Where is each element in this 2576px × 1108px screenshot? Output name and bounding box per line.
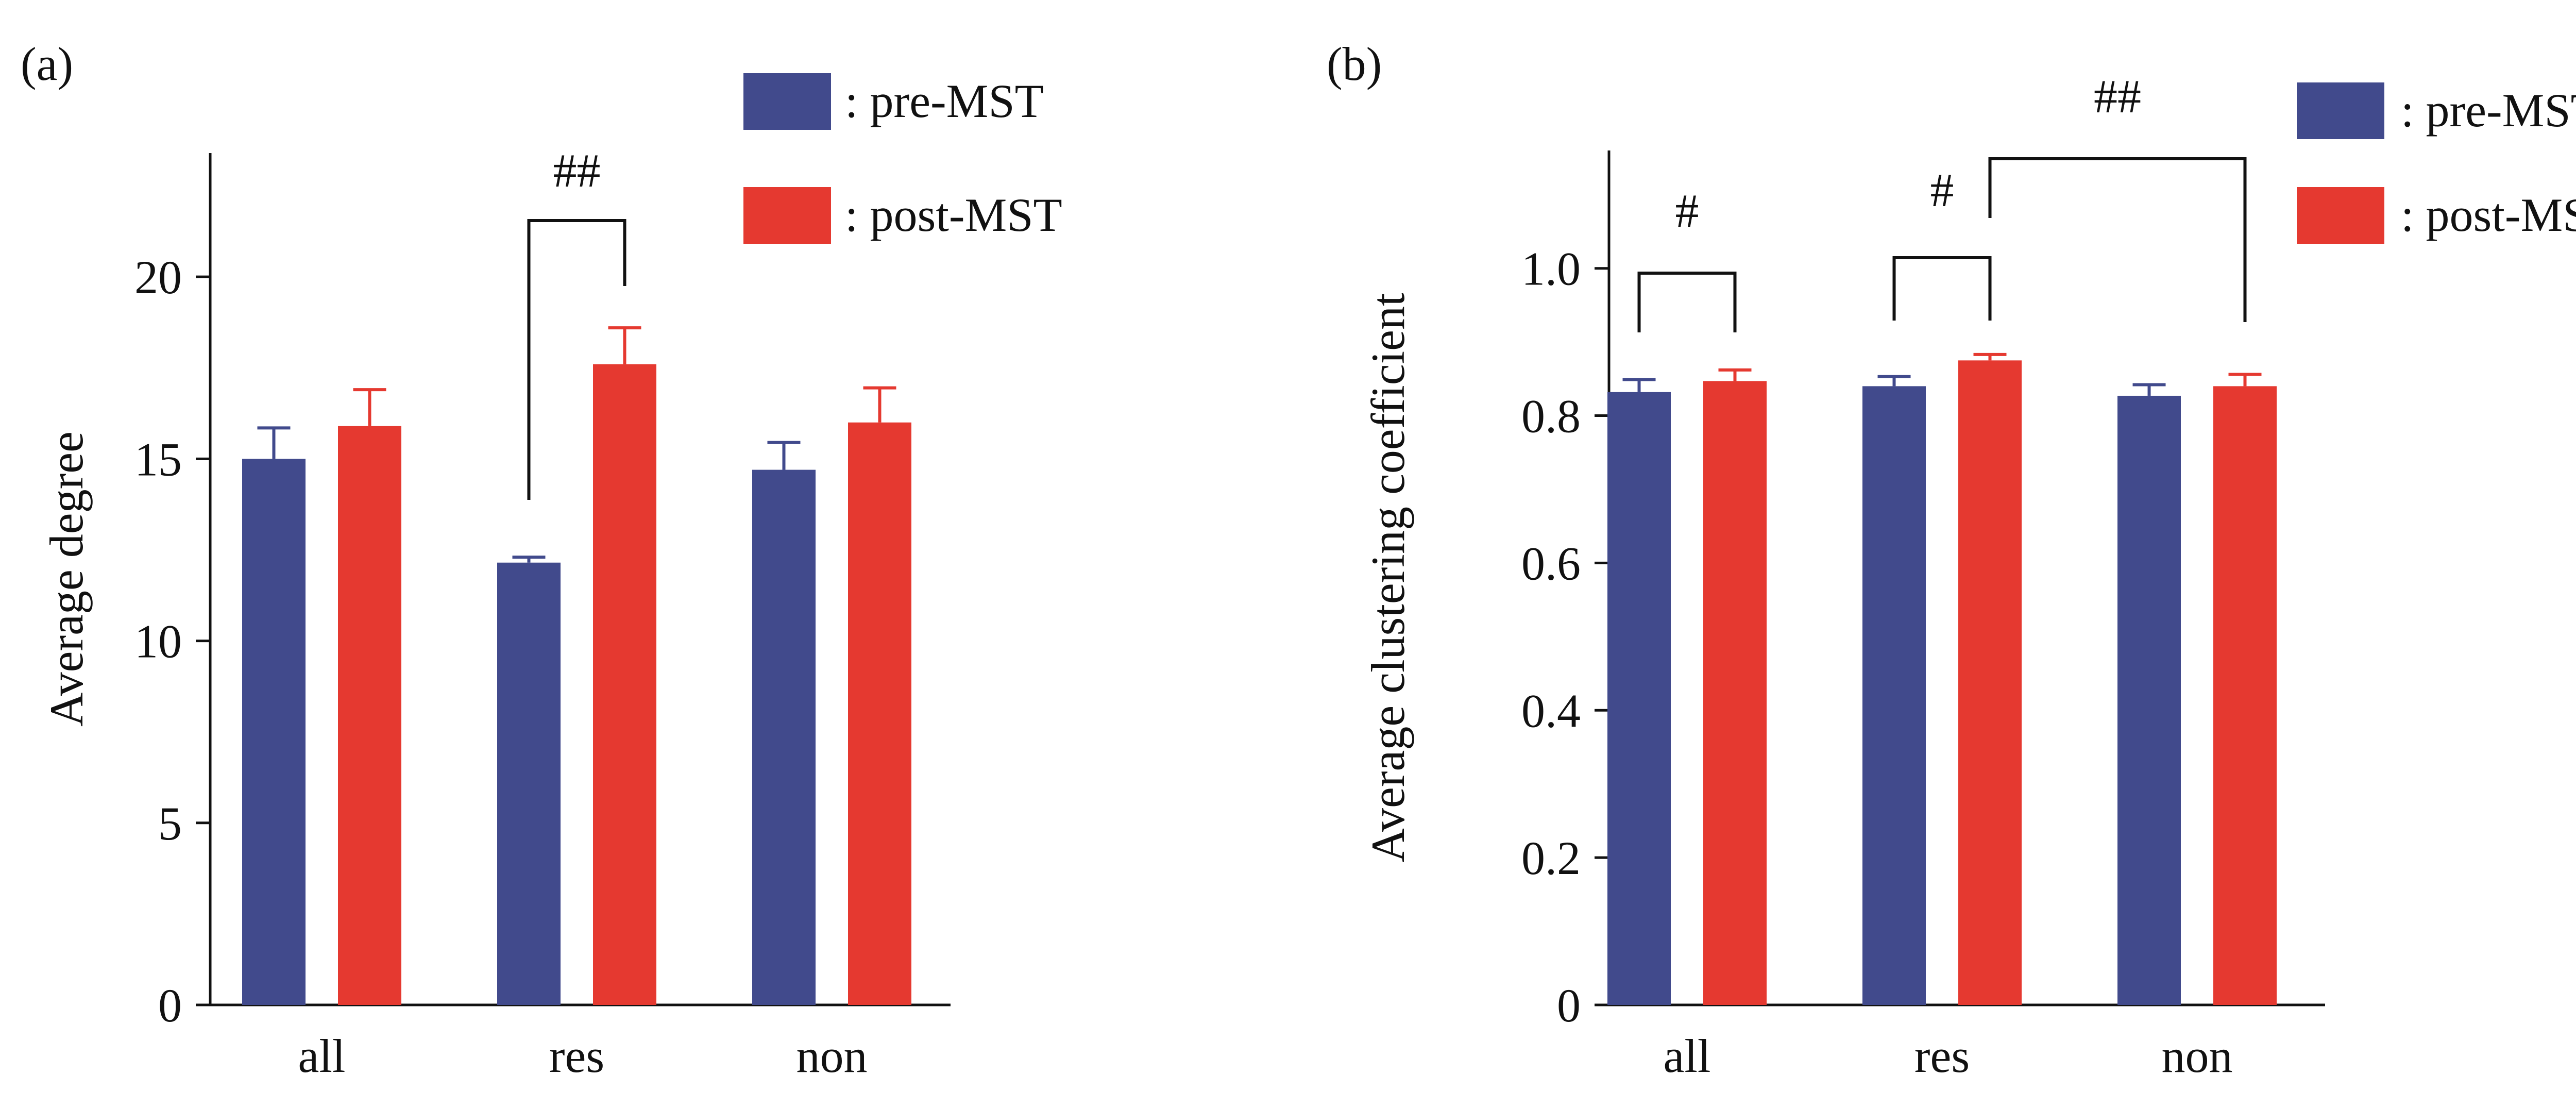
chart-panel-b: (b) 0 0.2 0.4 0.6 0.8 1.0 Average clustering co…	[1327, 38, 2576, 1082]
chart-panel-a: (a) 0 5 10 15 20 Average degree all res non : pre-…	[21, 38, 1062, 1082]
bar	[2117, 395, 2181, 1005]
bar	[1607, 392, 1671, 1005]
bar	[497, 562, 561, 1005]
legend-swatch	[743, 73, 831, 130]
legend-swatch	[743, 187, 831, 244]
x-tick-label: non	[796, 1030, 868, 1082]
y-tick-label: 0.6	[1521, 537, 1581, 590]
y-tick-label: 0.4	[1521, 684, 1581, 737]
y-axis-label: Average clustering coefficient	[1362, 293, 1414, 863]
bar	[2213, 386, 2277, 1005]
x-tick-label: res	[549, 1030, 604, 1082]
x-tick-label: all	[298, 1030, 346, 1082]
significance-label: #	[1930, 164, 1954, 216]
bar	[848, 422, 911, 1005]
legend-swatch	[2297, 82, 2384, 139]
bar	[338, 426, 401, 1005]
y-tick-label: 0	[1557, 979, 1581, 1032]
y-tick-label: 20	[134, 251, 182, 304]
panel-label: (a)	[21, 38, 73, 90]
legend-label: : post-MST	[845, 189, 1062, 241]
y-tick-label: 0.2	[1521, 832, 1581, 884]
significance-bracket	[1988, 157, 2247, 322]
y-tick-label: 1.0	[1521, 243, 1581, 295]
significance-bracket	[1892, 256, 1992, 321]
legend-swatch	[2297, 187, 2384, 244]
bar	[1958, 360, 2022, 1005]
legend-label: : pre-MST	[2401, 84, 2576, 137]
bar	[242, 459, 306, 1005]
significance-label: ##	[553, 144, 601, 197]
y-tick-label: 5	[158, 797, 182, 850]
significance-label: ##	[2094, 70, 2141, 123]
bar	[752, 469, 816, 1005]
panel-label: (b)	[1327, 38, 1382, 90]
x-tick-label: res	[1914, 1030, 1970, 1082]
y-tick-label: 10	[134, 615, 182, 668]
y-axis-label: Average degree	[40, 431, 93, 727]
y-tick-label: 0.8	[1521, 390, 1581, 443]
bar	[1862, 386, 1926, 1005]
significance-bracket	[1637, 272, 1737, 332]
bar	[593, 364, 656, 1005]
significance-label: #	[1675, 184, 1699, 237]
y-tick-label: 15	[134, 433, 182, 485]
x-tick-label: all	[1664, 1030, 1711, 1082]
bar	[1703, 381, 1767, 1005]
legend-label: : pre-MST	[845, 75, 1044, 127]
x-tick-label: non	[2162, 1030, 2233, 1082]
y-tick-label: 0	[158, 979, 182, 1032]
significance-bracket	[527, 219, 626, 500]
legend-label: : post-MST	[2401, 189, 2576, 241]
